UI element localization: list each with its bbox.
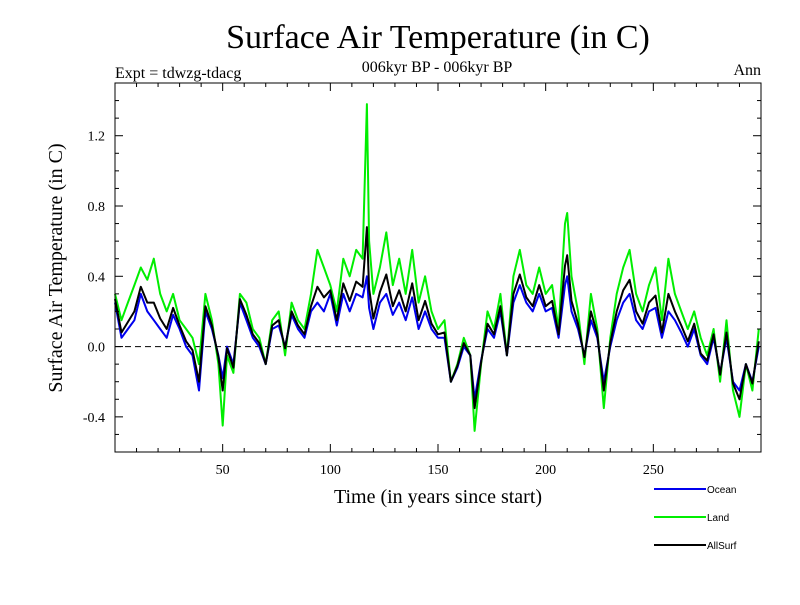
y-tick-label: -0.4 <box>83 411 105 426</box>
series-line-allsurf <box>114 226 760 410</box>
y-tick-label: 0.4 <box>88 270 106 285</box>
x-tick-label: 100 <box>320 463 341 478</box>
series-line-ocean <box>114 275 760 401</box>
x-tick-label: 250 <box>643 463 664 478</box>
chart-subtitle-center: 006kyr BP - 006kyr BP <box>362 59 513 76</box>
chart-subtitle-left: Expt = tdwzg-tdacg <box>115 65 241 82</box>
x-axis-label: Time (in years since start) <box>334 486 542 508</box>
x-tick-label: 200 <box>535 463 556 478</box>
y-tick-label: 1.2 <box>88 130 106 145</box>
y-axis-label: Surface Air Temperature (in C) <box>45 143 67 392</box>
chart-title: Surface Air Temperature (in C) <box>226 19 650 56</box>
legend-label-allsurf: AllSurf <box>707 541 737 552</box>
y-tick-label: 0.8 <box>88 200 106 215</box>
chart-subtitle-right: Ann <box>733 62 761 79</box>
plot-frame <box>114 82 762 453</box>
series-line-land <box>114 103 760 432</box>
x-tick-label: 150 <box>428 463 449 478</box>
legend-label-ocean: Ocean <box>707 485 736 496</box>
legend: Ocean Land AllSurf <box>654 485 737 552</box>
x-tick-label: 50 <box>216 463 230 478</box>
legend-label-land: Land <box>707 513 729 524</box>
plot-area: 50 100 150 200 250 -0.4 0.0 0.4 0.8 1.2 <box>83 82 762 478</box>
y-tick-label: 0.0 <box>88 341 106 356</box>
